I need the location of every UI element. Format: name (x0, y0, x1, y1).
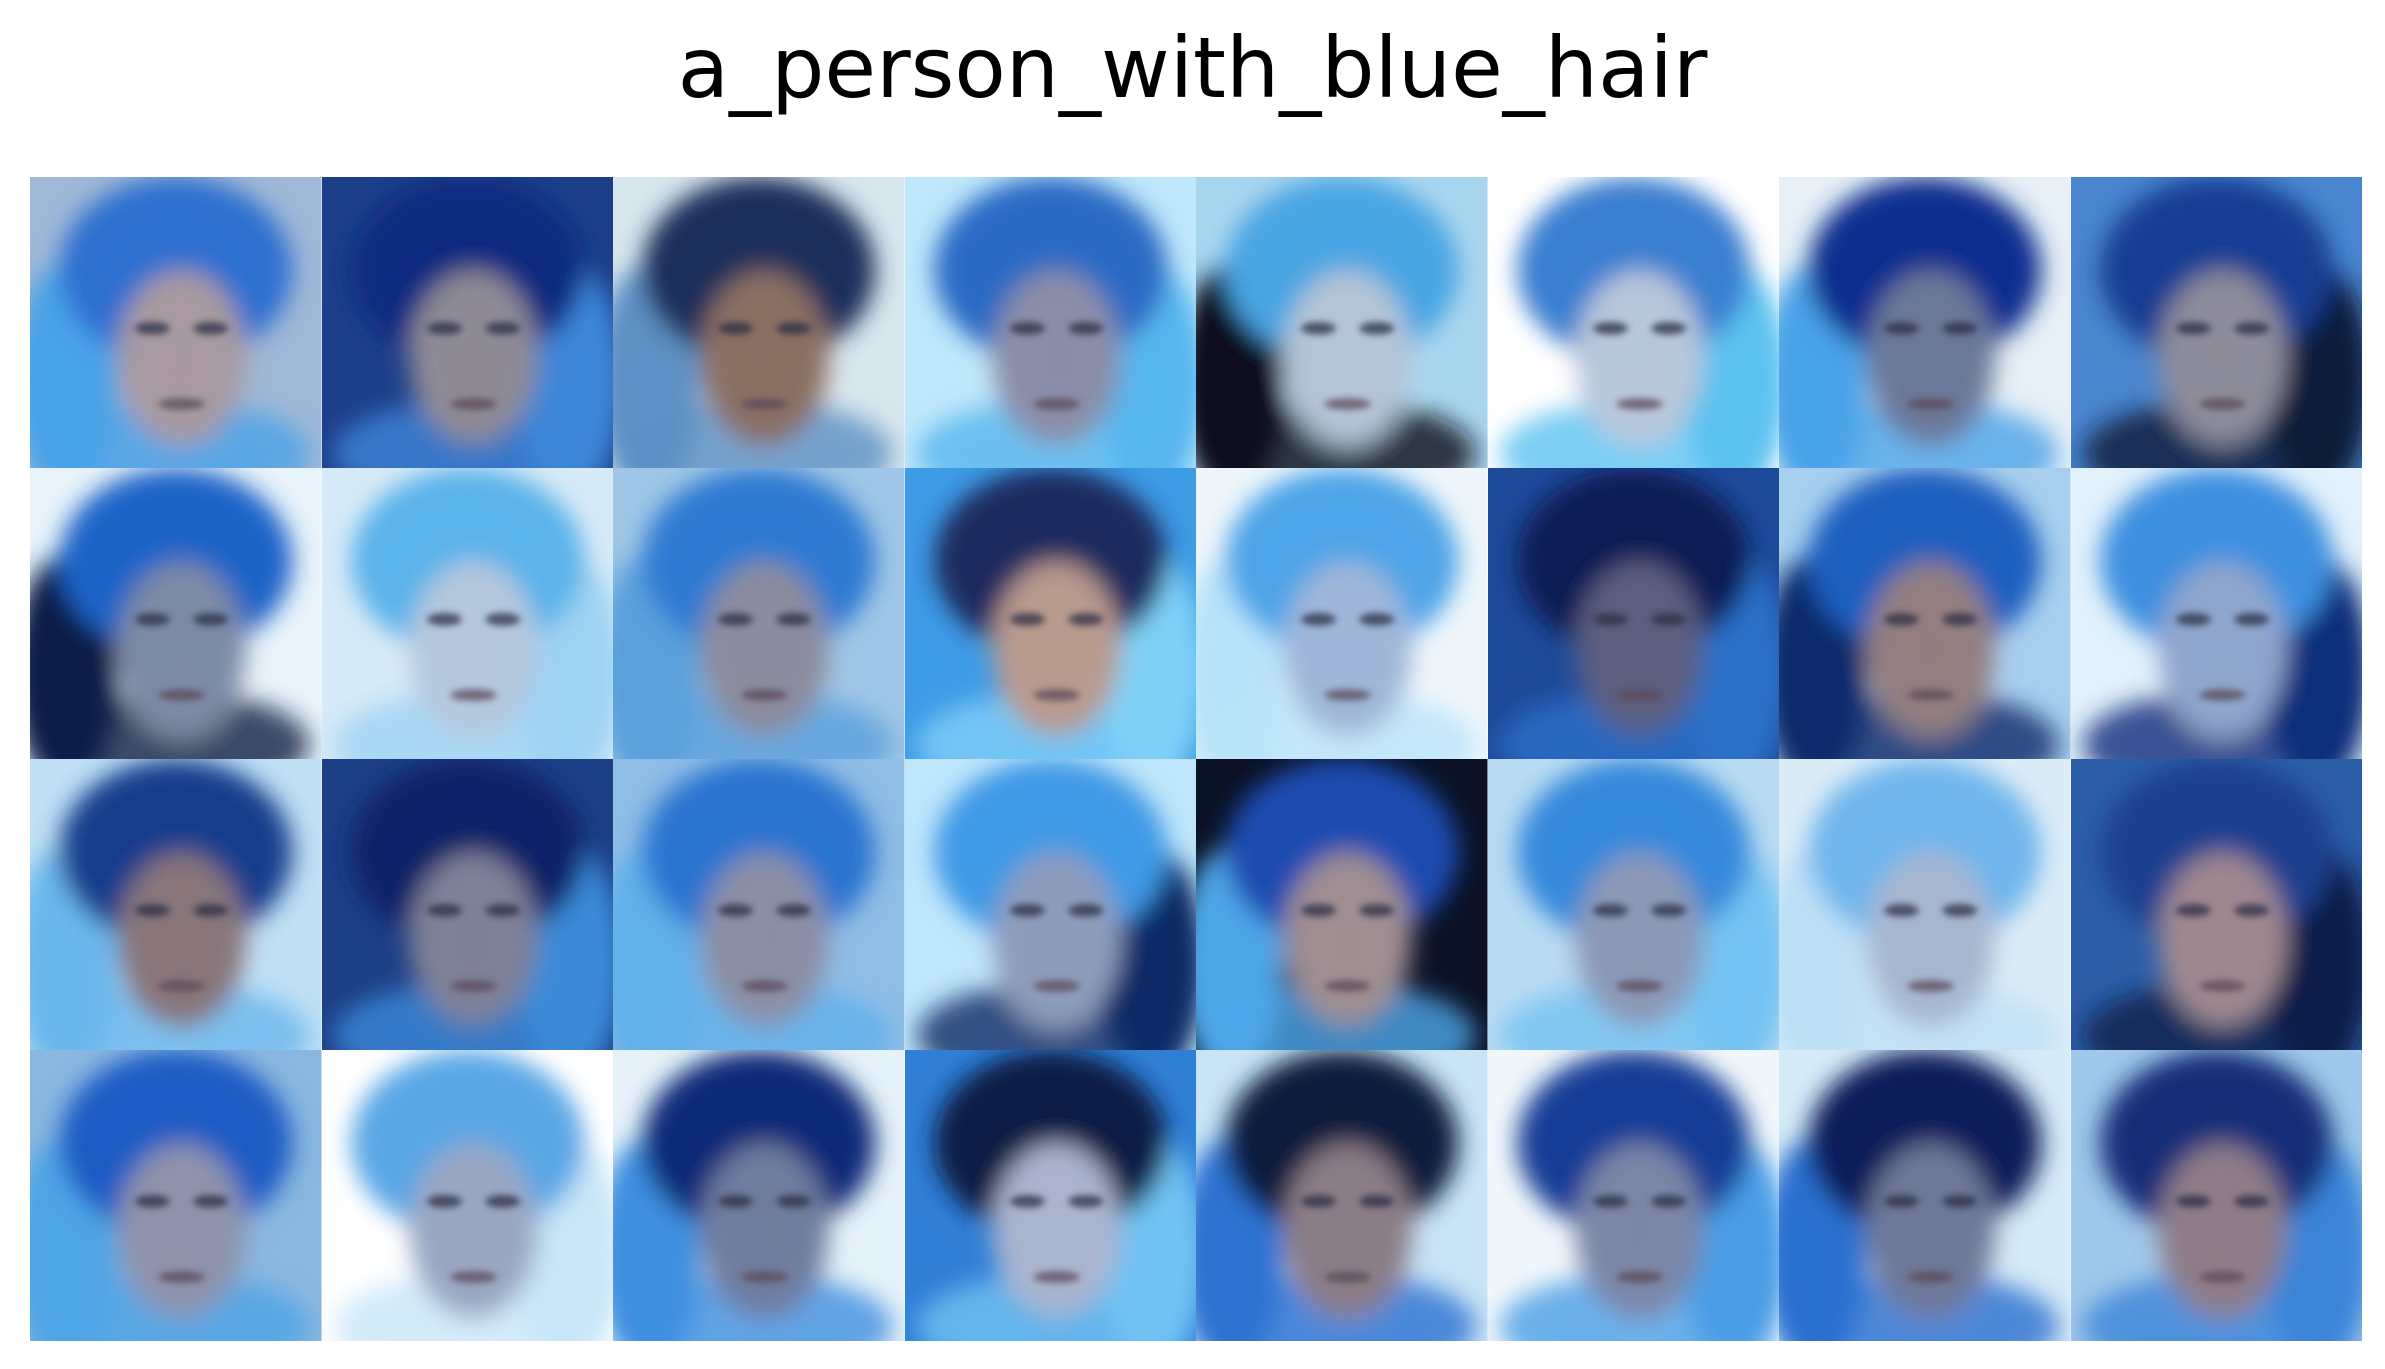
face-image-tile (905, 1050, 1197, 1341)
blurred-face-image (1779, 759, 2071, 1050)
face-image-tile (1488, 1050, 1780, 1341)
blurred-face-image (1779, 1050, 2071, 1341)
blurred-face-image (613, 1050, 905, 1341)
blurred-face-image (30, 468, 322, 759)
blurred-face-image (905, 1050, 1197, 1341)
blurred-face-image (322, 1050, 614, 1341)
face-image-tile (1196, 468, 1488, 759)
face-image-tile (322, 759, 614, 1050)
face-image-tile (1488, 468, 1780, 759)
face-image-tile (613, 177, 905, 468)
blurred-face-image (1196, 1050, 1488, 1341)
face-image-tile (613, 759, 905, 1050)
blurred-face-image (613, 177, 905, 468)
blurred-face-image (2071, 177, 2363, 468)
face-image-tile (1196, 759, 1488, 1050)
face-image-tile (2071, 468, 2363, 759)
blurred-face-image (1779, 177, 2071, 468)
blurred-face-image (1488, 1050, 1780, 1341)
blurred-face-image (30, 759, 322, 1050)
blurred-face-image (30, 1050, 322, 1341)
face-image-tile (1779, 759, 2071, 1050)
blurred-face-image (1488, 468, 1780, 759)
blurred-face-image (2071, 759, 2363, 1050)
blurred-face-image (905, 759, 1197, 1050)
face-image-tile (613, 1050, 905, 1341)
face-image-tile (2071, 177, 2363, 468)
face-image-tile (1779, 1050, 2071, 1341)
blurred-face-image (1488, 177, 1780, 468)
face-image-tile (613, 468, 905, 759)
face-image-grid (30, 177, 2362, 1341)
face-image-tile (905, 177, 1197, 468)
face-image-tile (322, 177, 614, 468)
blurred-face-image (1196, 468, 1488, 759)
face-image-tile (1488, 177, 1780, 468)
blurred-face-image (30, 177, 322, 468)
face-image-tile (30, 759, 322, 1050)
blurred-face-image (1196, 177, 1488, 468)
face-image-tile (1779, 177, 2071, 468)
face-image-tile (1779, 468, 2071, 759)
blurred-face-image (613, 759, 905, 1050)
blurred-face-image (905, 177, 1197, 468)
blurred-face-image (322, 177, 614, 468)
blurred-face-image (1488, 759, 1780, 1050)
blurred-face-image (322, 759, 614, 1050)
blurred-face-image (2071, 468, 2363, 759)
face-image-tile (1488, 759, 1780, 1050)
face-image-tile (30, 468, 322, 759)
face-image-tile (905, 759, 1197, 1050)
face-image-tile (1196, 177, 1488, 468)
figure-title: a_person_with_blue_hair (0, 18, 2385, 119)
face-image-tile (322, 1050, 614, 1341)
face-image-tile (905, 468, 1197, 759)
blurred-face-image (2071, 1050, 2363, 1341)
face-image-tile (322, 468, 614, 759)
face-image-tile (2071, 1050, 2363, 1341)
blurred-face-image (613, 468, 905, 759)
face-image-tile (30, 1050, 322, 1341)
face-image-tile (30, 177, 322, 468)
blurred-face-image (1196, 759, 1488, 1050)
blurred-face-image (905, 468, 1197, 759)
blurred-face-image (1779, 468, 2071, 759)
face-image-tile (2071, 759, 2363, 1050)
face-image-tile (1196, 1050, 1488, 1341)
blurred-face-image (322, 468, 614, 759)
